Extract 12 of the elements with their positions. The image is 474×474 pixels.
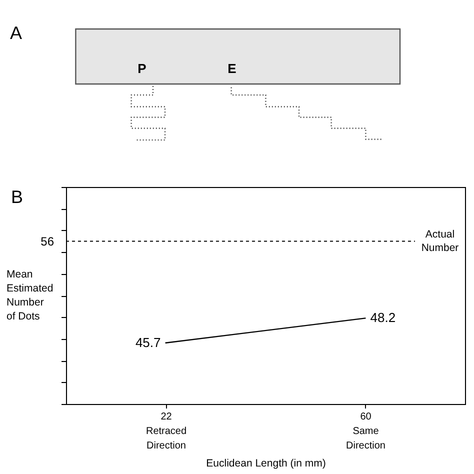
ref-line-label: Actual Number: [421, 228, 460, 254]
x-tick-label: 22 Retraced Direction: [146, 412, 187, 452]
chart-title: B: [10, 187, 24, 207]
data-label: 48.2: [370, 310, 396, 326]
data-label: 45.7: [135, 334, 161, 350]
x-tick-label: 60 Same Direction: [346, 412, 386, 452]
text: P: [138, 61, 147, 76]
text: 56: [40, 234, 54, 248]
text: E: [228, 61, 237, 76]
x-axis-title: Euclidean Length (in mm): [206, 458, 326, 470]
text: A: [10, 23, 22, 43]
y-axis-title: Mean Estimated Number of Dots: [6, 268, 54, 322]
